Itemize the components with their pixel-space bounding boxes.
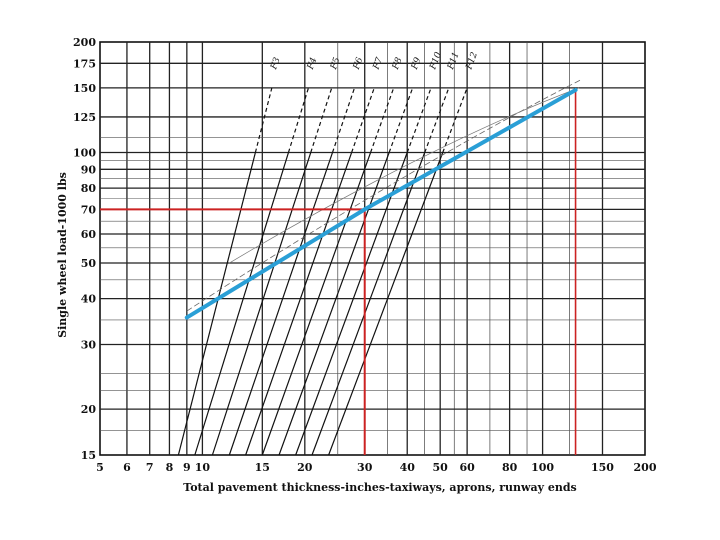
cbr-curve-dashed — [406, 87, 432, 153]
cbr-curves: F3 F4 F5 F6 F7 F8 F9 F10 F11 F12 — [177, 51, 582, 456]
x-tick-label: 30 — [357, 461, 373, 474]
cbr-curve-dashed — [287, 87, 310, 153]
x-tick-label: 9 — [183, 461, 191, 474]
x-tick-label: 10 — [195, 461, 211, 474]
cbr-curve-dashed — [310, 87, 333, 153]
cbr-curve — [278, 152, 390, 456]
y-axis-title: Single wheel load-1000 lbs — [56, 172, 69, 338]
cbr-curve-dashed — [254, 87, 273, 153]
envelope-curve — [186, 79, 582, 312]
x-tick-label: 40 — [400, 461, 416, 474]
cbr-curve — [295, 152, 408, 456]
y-tick-label: 40 — [81, 293, 97, 306]
reference-lines — [100, 90, 577, 455]
x-axis-title: Total pavement thickness-inches-taxiways… — [183, 481, 576, 494]
cbr-curve-label: F7 — [371, 56, 385, 72]
cbr-curve-label: F10 — [428, 51, 444, 72]
x-tick-label: 15 — [255, 461, 270, 474]
x-tick-label: 20 — [297, 461, 313, 474]
y-tick-label: 125 — [73, 111, 96, 124]
cbr-curve-dashed — [442, 87, 468, 153]
cbr-curve-label: F11 — [446, 51, 462, 72]
cbr-curve-label: F9 — [410, 56, 424, 72]
cbr-curve — [261, 152, 372, 456]
cbr-curve-dashed — [424, 87, 450, 153]
x-tick-label: 200 — [634, 461, 657, 474]
cbr-curve-label: F8 — [391, 56, 405, 72]
cbr-curve-dashed — [331, 87, 356, 153]
cbr-curve — [194, 152, 290, 456]
y-tick-label: 30 — [81, 338, 97, 351]
y-tick-label: 150 — [73, 82, 96, 95]
cbr-curve-dashed — [351, 87, 375, 153]
cbr-curve-label: F6 — [352, 56, 366, 72]
x-tick-label: 100 — [531, 461, 554, 474]
x-tick-label: 60 — [459, 461, 475, 474]
x-tick-label: 50 — [433, 461, 449, 474]
cbr-curve-dashed — [388, 87, 414, 153]
cbr-curve — [328, 152, 444, 456]
grid — [99, 41, 646, 456]
cbr-curve — [228, 152, 334, 456]
y-tick-label: 90 — [81, 163, 97, 176]
design-line — [184, 88, 578, 320]
cbr-curve — [177, 152, 256, 456]
envelope-curve — [229, 87, 580, 264]
y-tick-label: 200 — [73, 36, 96, 49]
x-tick-label: 8 — [166, 461, 174, 474]
y-tick-label: 70 — [81, 203, 97, 216]
y-tick-label: 60 — [81, 228, 97, 241]
y-tick-label: 50 — [81, 257, 97, 270]
x-tick-label: 80 — [502, 461, 518, 474]
series — [184, 88, 578, 320]
cbr-curve-dashed — [369, 87, 395, 153]
x-tick-label: 5 — [96, 461, 104, 474]
x-tick-label: 150 — [591, 461, 614, 474]
x-tick-label: 6 — [123, 461, 131, 474]
cbr-curve-label: F3 — [269, 56, 283, 72]
x-tick-label: 7 — [146, 461, 154, 474]
plot-frame — [99, 41, 646, 456]
y-tick-label: 100 — [73, 147, 96, 160]
cbr-curve — [311, 152, 426, 456]
cbr-curve — [245, 152, 353, 456]
cbr-curve — [211, 152, 312, 456]
y-tick-label: 80 — [81, 182, 97, 195]
tick-labels: 5 6 7 8 9 10 15 20 30 40 50 60 80 100 150 200 15 20 30 40 50… — [73, 36, 657, 474]
y-tick-label: 20 — [81, 403, 97, 416]
cbr-curve-label: F4 — [306, 56, 320, 72]
cbr-curve-label: F5 — [329, 56, 343, 72]
y-tick-label: 175 — [73, 57, 96, 70]
y-tick-label: 15 — [81, 449, 96, 462]
